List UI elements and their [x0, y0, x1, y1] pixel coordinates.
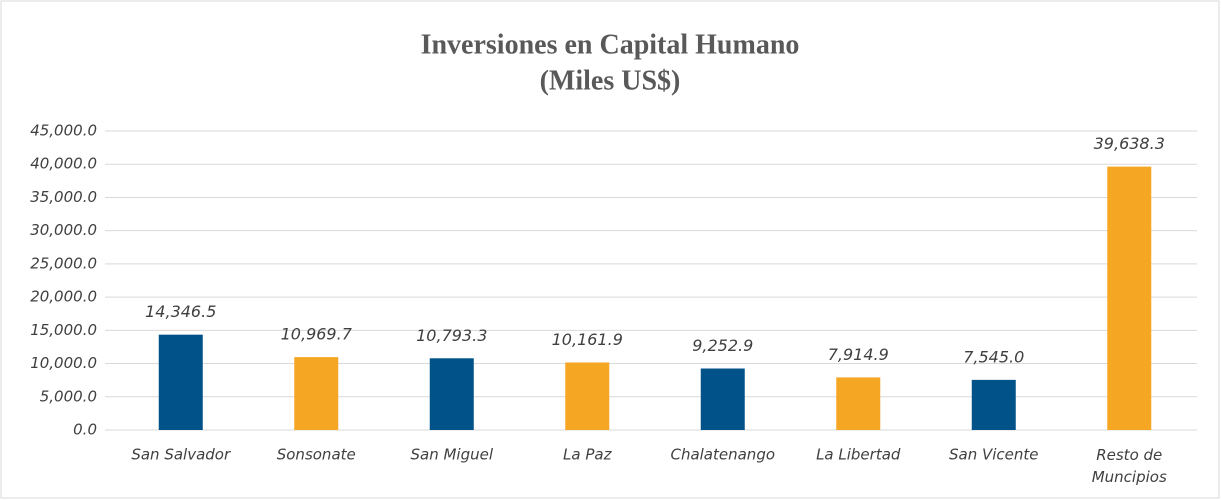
bar: [1107, 166, 1152, 430]
y-tick-label: 5,000.0: [40, 387, 97, 405]
chart-title: Inversiones en Capital Humano: [421, 29, 800, 60]
x-tick-label: San Salvador: [131, 446, 231, 464]
y-tick-label: 30,000.0: [30, 221, 97, 239]
x-tick-label: Chalatenango: [670, 446, 775, 464]
data-label: 7,545.0: [963, 347, 1024, 366]
y-tick-label: 10,000.0: [30, 354, 97, 372]
bar: [294, 357, 339, 430]
chart-subtitle: (Miles US$): [540, 65, 681, 96]
bar: [836, 377, 881, 430]
y-tick-label: 40,000.0: [30, 155, 97, 173]
y-tick-label: 20,000.0: [30, 288, 97, 306]
data-label: 10,969.7: [281, 325, 353, 344]
data-label: 7,914.9: [828, 345, 889, 364]
y-tick-label: 45,000.0: [30, 122, 97, 140]
bar: [700, 368, 745, 430]
data-label: 14,346.5: [145, 302, 216, 321]
x-tick-label: La Libertad: [816, 446, 901, 464]
data-label: 39,638.3: [1094, 134, 1165, 153]
data-label: 9,252.9: [692, 336, 753, 355]
y-tick-label: 0.0: [73, 421, 97, 439]
bar: [158, 334, 203, 430]
data-label: 10,793.3: [416, 326, 487, 345]
bar: [565, 362, 610, 430]
data-label: 10,161.9: [552, 330, 623, 349]
x-tick-label: Resto de Muncipios: [1092, 446, 1167, 486]
x-tick-label: San Miguel: [410, 446, 493, 464]
bar: [971, 379, 1016, 430]
y-tick-label: 35,000.0: [30, 188, 97, 206]
x-tick-label: Sonsonate: [277, 446, 356, 464]
y-tick-label: 15,000.0: [30, 321, 97, 339]
x-tick-label: San Vicente: [949, 446, 1039, 464]
y-tick-label: 25,000.0: [30, 254, 97, 272]
x-tick-label: La Paz: [563, 446, 613, 464]
bar: [429, 358, 474, 430]
